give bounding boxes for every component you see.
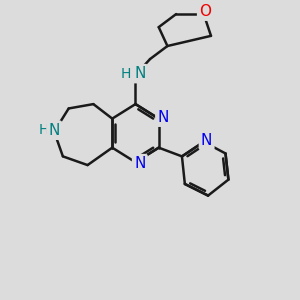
Text: N: N bbox=[49, 123, 60, 138]
Text: H: H bbox=[39, 123, 49, 137]
Text: H: H bbox=[121, 67, 131, 81]
Text: N: N bbox=[158, 110, 169, 125]
Text: N: N bbox=[134, 66, 146, 81]
Text: N: N bbox=[134, 156, 146, 171]
Text: O: O bbox=[199, 4, 211, 19]
Text: N: N bbox=[201, 133, 212, 148]
